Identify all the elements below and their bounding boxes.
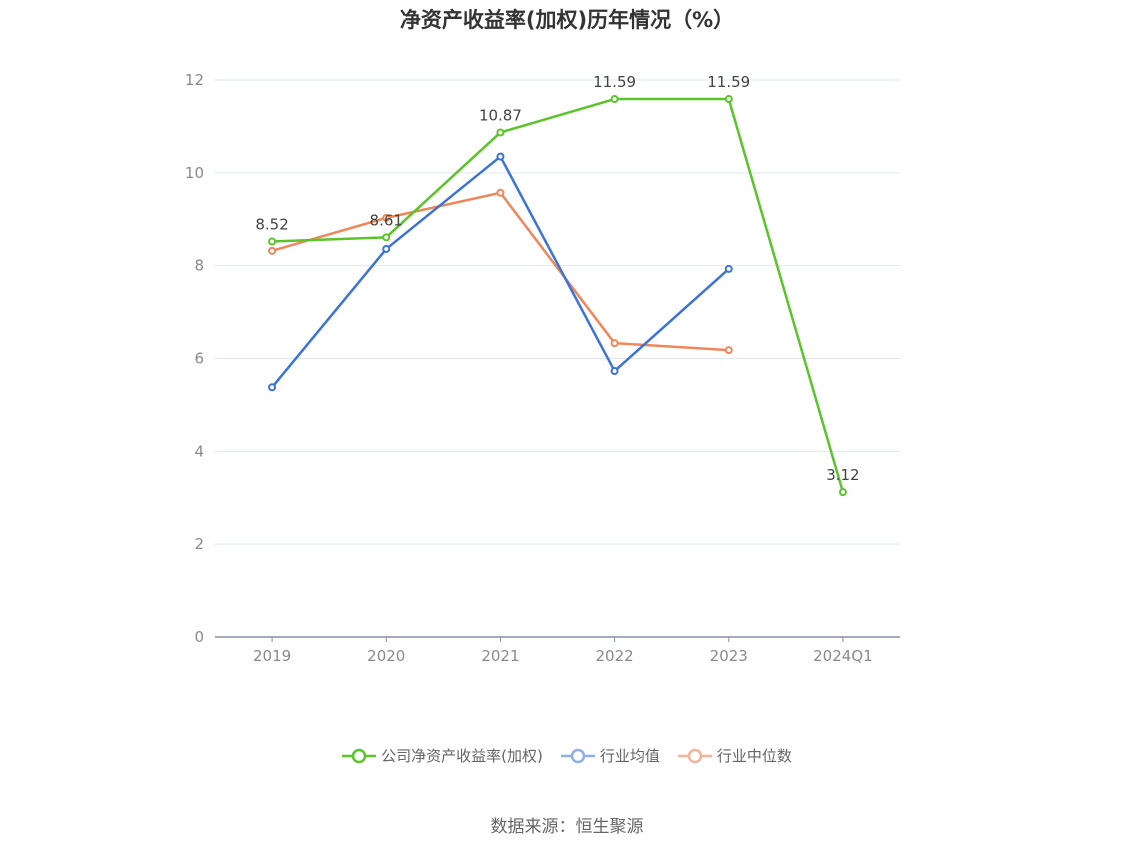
y-tick-label: 0 [194,628,204,646]
data-point [838,488,847,497]
data-point [382,244,391,253]
data-point [610,367,619,376]
grid-lines [215,79,900,545]
y-tick-label: 12 [185,71,204,89]
legend-item-industry-median[interactable]: 行业中位数 [677,745,792,766]
series-line [272,97,845,493]
legend-item-industry-mean[interactable]: 行业均值 [560,745,660,766]
chart-title: 净资产收益率(加权)历年情况（%） [399,8,735,32]
data-point [496,152,505,161]
data-label: 3.12 [826,466,859,484]
y-tick-label: 6 [194,350,204,368]
data-labels: 8.52 8.61 10.87 11.59 11.59 3.12 [255,73,859,484]
y-tick-label: 10 [185,164,204,182]
legend-label: 行业中位数 [716,747,792,765]
legend-marker [687,748,703,763]
legend-marker [570,748,586,763]
series-0 [268,95,847,497]
series-2 [268,188,733,355]
x-tick-label: 2024Q1 [813,647,873,665]
legend: 公司净资产收益率(加权) 行业均值 行业中位数 [0,745,1134,766]
data-point [724,346,733,355]
data-source: 数据来源：恒生聚源 [490,817,644,837]
legend-label: 公司净资产收益率(加权) [381,747,543,765]
axes: 0 2 4 6 8 10 12 2019 2020 2021 2022 2023 2024Q1 [185,71,900,665]
data-point [382,213,391,222]
data-point [496,188,505,197]
x-tick-label: 2021 [481,647,519,665]
y-tick-label: 4 [194,442,204,460]
x-tick-label: 2020 [367,647,405,665]
series-line [271,191,729,352]
data-point [610,95,619,104]
x-tick-label: 2019 [253,647,291,665]
data-point [610,339,619,348]
series-lines [268,95,847,497]
data-point [268,237,277,246]
legend-item-company-roe[interactable]: 公司净资产收益率(加权) [342,745,543,766]
data-label: 8.61 [370,211,403,229]
y-tick-label: 8 [194,257,204,275]
data-point [382,233,391,242]
x-tick-label: 2023 [710,647,748,665]
data-point [724,95,733,104]
legend-swatch-icon [342,748,377,763]
legend-label: 行业均值 [599,747,660,765]
data-label: 11.59 [593,73,636,91]
data-point [496,128,505,137]
x-tick-label: 2022 [595,647,633,665]
data-label: 8.52 [255,216,288,234]
legend-marker [351,748,367,763]
data-point [724,264,733,273]
data-point [268,383,277,392]
legend-swatch-icon [677,748,712,763]
series-1 [268,152,733,392]
legend-swatch-icon [560,748,595,763]
data-label: 11.59 [707,73,750,91]
y-tick-label: 2 [194,535,204,553]
data-point [268,246,277,255]
data-label: 10.87 [479,106,522,124]
